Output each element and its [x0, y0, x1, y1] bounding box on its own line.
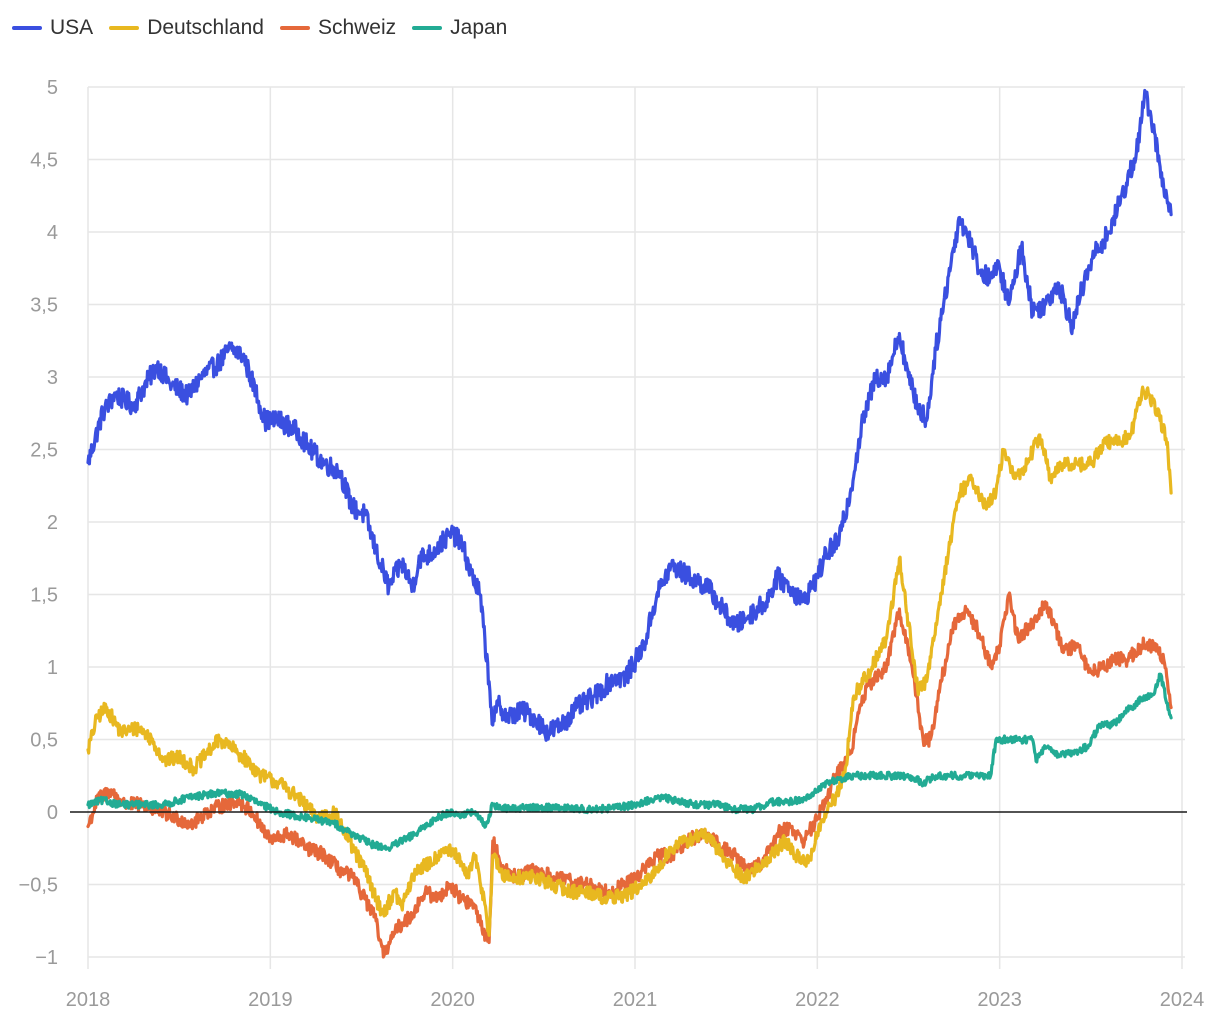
- legend-label-usa: USA: [50, 16, 94, 39]
- legend-swatch-japan: [412, 26, 443, 30]
- legend-swatch-usa: [12, 26, 42, 30]
- x-tick-label: 2020: [430, 989, 475, 1011]
- legend-swatch-schweiz: [279, 26, 310, 30]
- y-tick-label: 0,5: [30, 730, 58, 752]
- legend-swatch-deutschland: [109, 26, 140, 30]
- series-line-japan: [86, 672, 1173, 853]
- y-gridlines: [88, 86, 1185, 958]
- legend-item-japan[interactable]: Japan: [412, 16, 507, 40]
- y-tick-label: 0: [47, 802, 58, 824]
- y-tick-label: 2,5: [30, 440, 58, 462]
- y-tick-label: 5: [47, 77, 58, 99]
- legend-item-deutschland[interactable]: Deutschland: [109, 16, 264, 40]
- legend-label-deutschland: Deutschland: [147, 16, 264, 39]
- y-tick-label: 3,5: [30, 295, 58, 317]
- y-tick-label: −1: [35, 947, 58, 969]
- y-tick-label: 3: [47, 367, 58, 389]
- x-tick-label: 2018: [66, 989, 111, 1011]
- series-line-usa: [86, 88, 1173, 742]
- legend-item-usa[interactable]: USA: [12, 16, 93, 40]
- y-tick-label: 4,5: [30, 150, 58, 172]
- legend-label-schweiz: Schweiz: [317, 16, 397, 39]
- y-tick-label: 1: [47, 657, 58, 679]
- series-line-schweiz: [86, 591, 1173, 959]
- y-tick-label: 4: [47, 222, 58, 244]
- series-line-deutschland: [86, 385, 1173, 937]
- x-tick-label: 2024: [1160, 989, 1205, 1011]
- x-tick-label: 2023: [977, 989, 1022, 1011]
- x-tick-label: 2019: [248, 989, 293, 1011]
- y-tick-label: 2: [47, 512, 58, 534]
- legend-label-japan: Japan: [450, 16, 508, 39]
- legend: USA Deutschland Schweiz Japan: [12, 12, 523, 44]
- legend-item-schweiz[interactable]: Schweiz: [279, 16, 397, 40]
- y-axis-labels: 5 4,5 4 3,5 3 2,5 2 1,5 1 0,5 0 −0,5 −1: [19, 77, 58, 969]
- x-tick-label: 2021: [613, 989, 658, 1011]
- x-gridlines: [87, 87, 1183, 969]
- series-lines: [86, 88, 1173, 959]
- y-tick-label: 1,5: [30, 585, 58, 607]
- x-axis-labels: 2018 2019 2020 2021 2022 2023 2024: [66, 989, 1205, 1011]
- x-tick-label: 2022: [795, 989, 840, 1011]
- y-tick-label: −0,5: [19, 875, 58, 897]
